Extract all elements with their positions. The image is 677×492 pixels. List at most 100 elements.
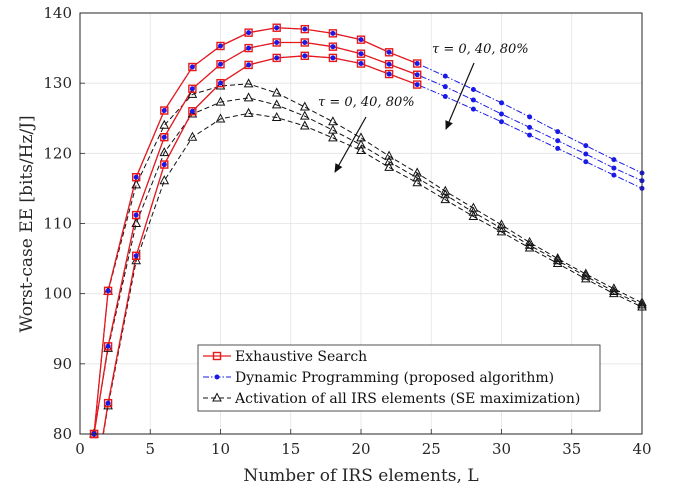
legend-label: Exhaustive Search: [235, 349, 367, 365]
data-point: [580, 273, 591, 283]
x-tick-label: 30: [492, 440, 511, 458]
legend-marker: [212, 392, 222, 402]
data-point: [440, 189, 451, 199]
data-point: [580, 270, 591, 280]
data-point: [131, 210, 141, 220]
data-point: [244, 60, 253, 70]
data-point: [611, 172, 617, 178]
data-point: [271, 111, 282, 122]
data-point: [244, 43, 253, 53]
data-point: [609, 288, 619, 298]
data-point: [161, 162, 167, 168]
data-point: [246, 30, 252, 36]
legend-entries: Exhaustive Search Dynamic Programming (pr…: [203, 349, 580, 407]
data-point: [609, 283, 619, 293]
data-point: [384, 150, 394, 160]
data-point: [552, 255, 563, 265]
data-point: [413, 59, 422, 68]
data-point: [299, 110, 310, 120]
data-point: [555, 145, 561, 151]
data-point: [103, 398, 113, 408]
data-point: [131, 179, 142, 189]
data-point: [384, 60, 394, 69]
data-point: [246, 62, 252, 68]
data-point: [386, 71, 392, 77]
data-point: [468, 210, 479, 220]
data-point: [188, 62, 197, 72]
data-point: [412, 172, 423, 182]
data-point: [159, 119, 170, 129]
data-point: [215, 96, 226, 106]
data-point: [103, 400, 113, 410]
data-point: [384, 156, 394, 166]
data-point: [271, 87, 282, 97]
data-point: [496, 222, 507, 232]
x-tick-label: 10: [211, 440, 230, 458]
series-line: [93, 83, 642, 434]
data-point: [470, 86, 476, 92]
y-tick-label: 80: [53, 425, 72, 443]
legend: Exhaustive Search Dynamic Programming (pr…: [197, 344, 601, 412]
data-point: [356, 139, 366, 149]
data-point: [133, 212, 139, 218]
series-markers: [89, 23, 647, 439]
data-point: [160, 106, 169, 115]
legend-label: Dynamic Programming (proposed algorithm): [235, 370, 554, 386]
data-point: [161, 108, 167, 114]
x-tick-label: 5: [145, 440, 155, 458]
data-point: [188, 107, 197, 116]
data-point: [103, 286, 113, 296]
y-tick-label: 100: [43, 285, 72, 303]
annotation-lower-arrow: [334, 116, 367, 173]
data-point: [470, 97, 476, 103]
data-point: [470, 106, 476, 112]
data-point: [272, 38, 281, 47]
x-tick-label: 15: [281, 440, 300, 458]
y-tick-label: 90: [53, 355, 72, 373]
data-point: [328, 29, 338, 38]
y-tick-label: 120: [43, 144, 72, 162]
data-point: [413, 70, 422, 79]
data-point: [609, 285, 619, 296]
data-point: [274, 55, 280, 61]
data-point: [189, 64, 195, 70]
data-point: [274, 25, 280, 31]
data-point: [328, 42, 338, 51]
data-point: [442, 93, 448, 99]
data-point: [299, 101, 310, 111]
data-point: [271, 99, 282, 109]
data-point: [131, 172, 141, 182]
data-point: [302, 53, 308, 59]
data-point: [412, 177, 423, 187]
data-point: [611, 165, 617, 171]
axis-ticks: 0 5 10 15 20 25 30 35 40 80 90 100 110 120 130 140: [43, 4, 651, 458]
data-point: [358, 37, 364, 43]
x-tick-label: 0: [75, 440, 85, 458]
data-point: [414, 61, 420, 67]
legend-box: [197, 344, 601, 412]
data-point: [300, 51, 309, 61]
x-tick-label: 25: [422, 440, 441, 458]
data-point: [105, 400, 111, 406]
data-point: [583, 151, 589, 157]
data-point: [187, 131, 198, 141]
data-point: [103, 342, 113, 351]
data-point: [218, 80, 223, 86]
data-point: [187, 108, 198, 118]
data-point: [161, 134, 167, 140]
data-point: [216, 78, 225, 88]
data-point: [299, 120, 310, 130]
annotation-lower-text: τ = 0, 40, 80%: [318, 95, 415, 110]
data-point: [468, 206, 479, 216]
data-point: [583, 143, 589, 149]
x-tick-label: 35: [562, 440, 581, 458]
data-point: [527, 114, 533, 120]
data-point: [527, 124, 533, 130]
data-point: [300, 24, 309, 34]
data-point: [356, 35, 366, 44]
data-point: [244, 28, 253, 37]
data-point: [328, 132, 338, 142]
data-point: [272, 23, 281, 32]
series-line: [93, 97, 642, 434]
